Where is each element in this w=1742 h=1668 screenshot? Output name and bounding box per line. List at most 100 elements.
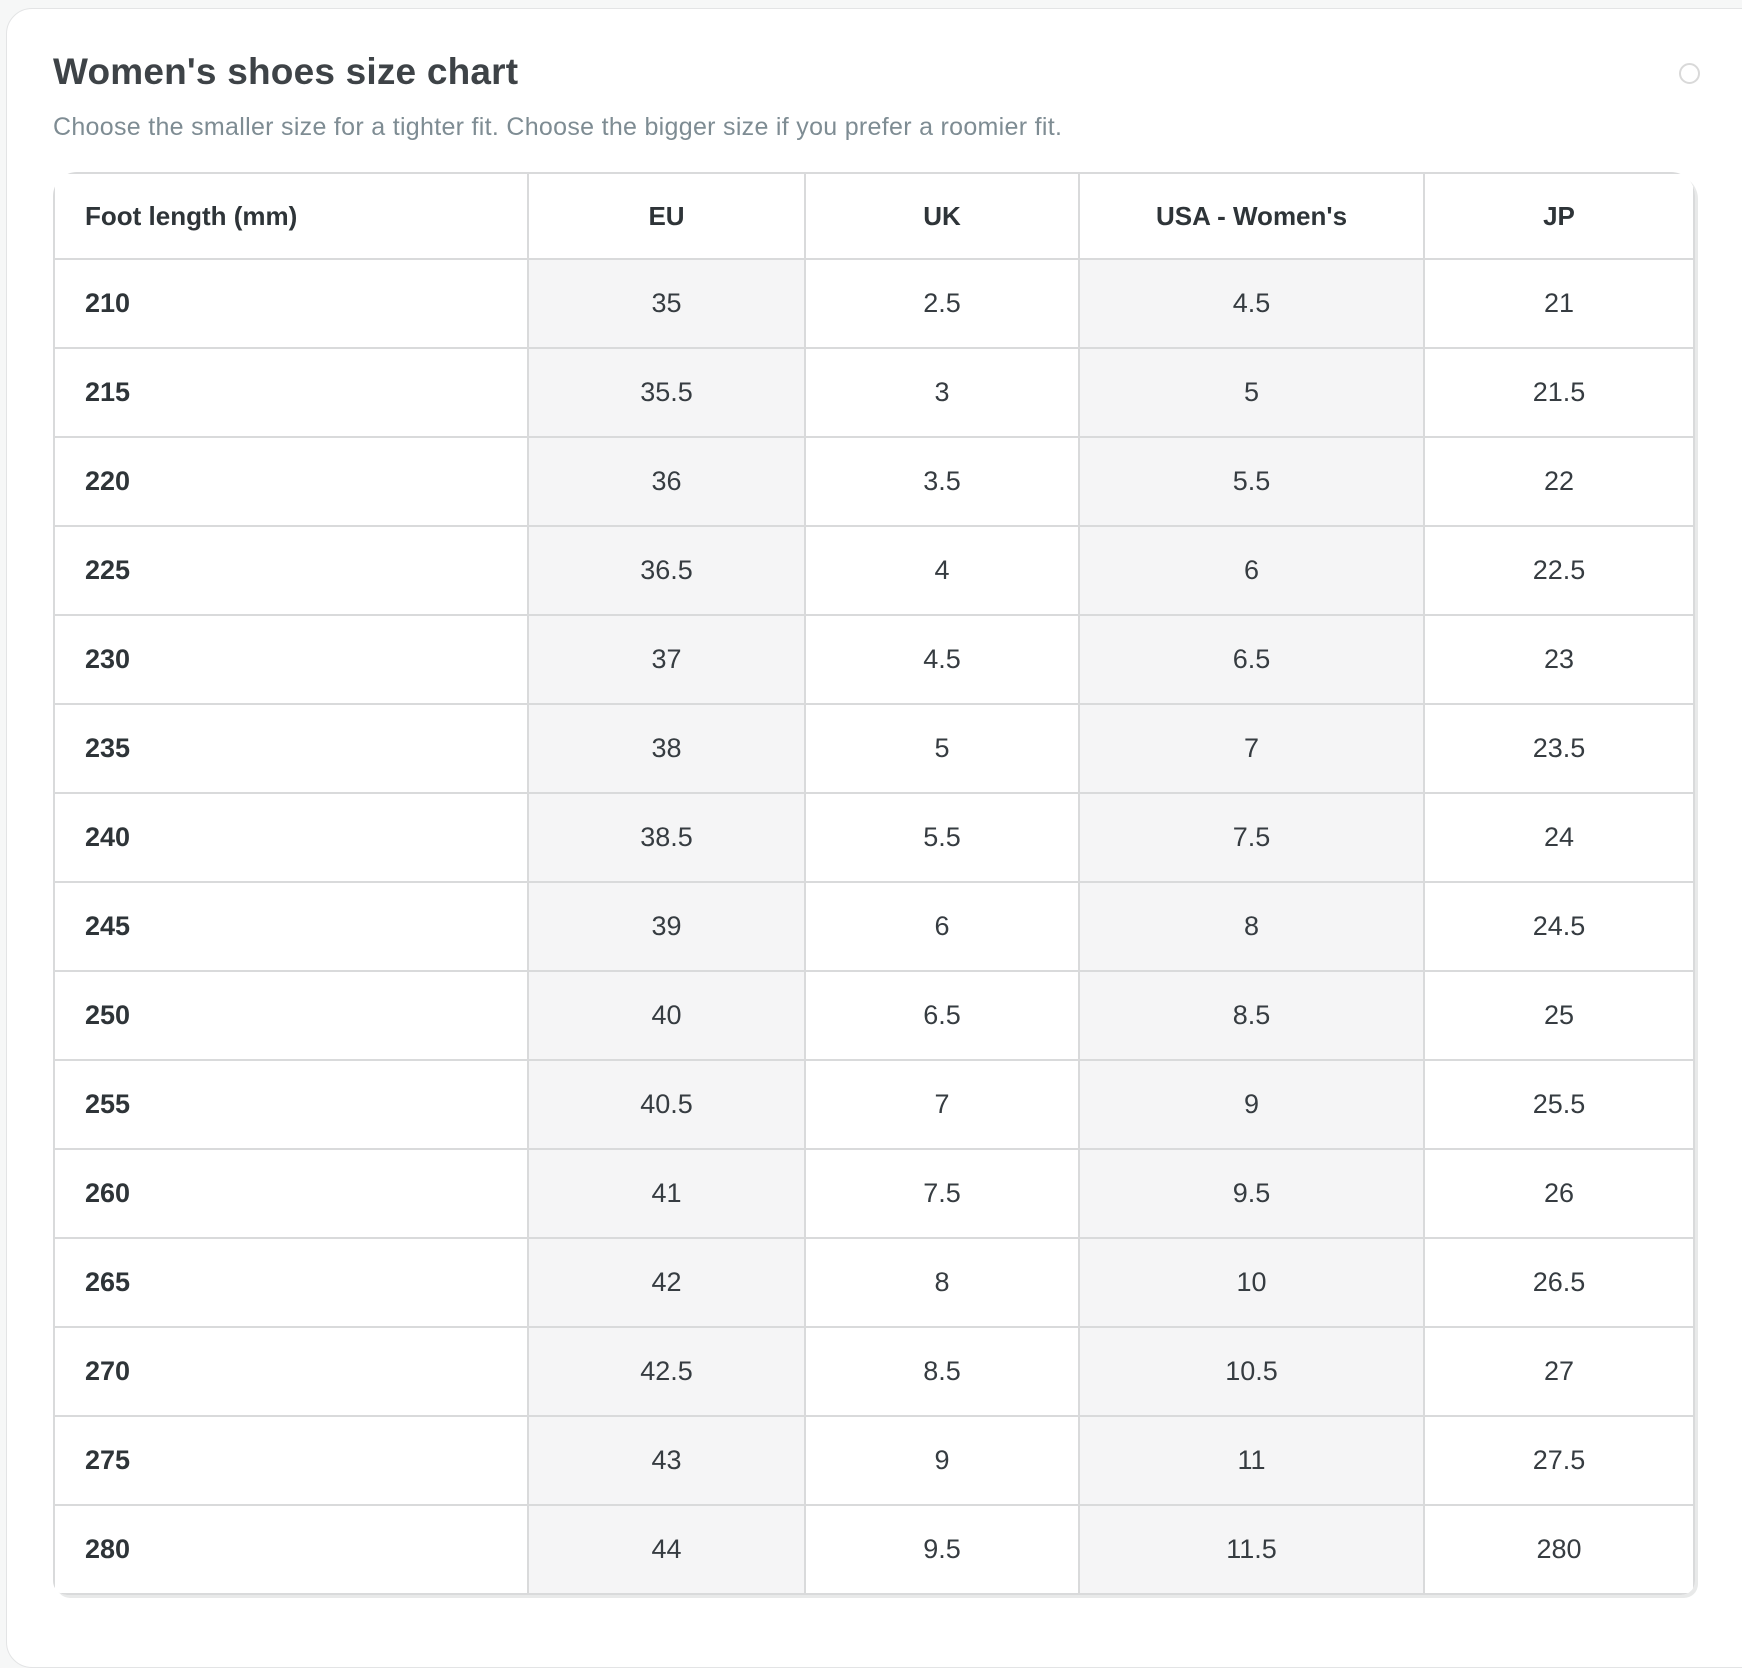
cell-230-eu: 37 [527, 614, 806, 705]
cell-225-usa-womens: 6 [1078, 525, 1425, 616]
cell-270-eu: 42.5 [527, 1326, 806, 1417]
cell-255-jp: 25.5 [1423, 1059, 1695, 1150]
cell-260-jp: 26 [1423, 1148, 1695, 1239]
cell-230-uk: 4.5 [804, 614, 1080, 705]
page-title: Women's shoes size chart [53, 51, 519, 92]
cell-255-eu: 40.5 [527, 1059, 806, 1150]
cell-250-usa-womens: 8.5 [1078, 970, 1425, 1061]
cell-240-eu: 38.5 [527, 792, 806, 883]
cell-215-jp: 21.5 [1423, 347, 1695, 438]
cell-210-eu: 35 [527, 258, 806, 349]
cell-245-foot-length: 245 [53, 881, 529, 972]
cell-220-uk: 3.5 [804, 436, 1080, 527]
cell-240-usa-womens: 7.5 [1078, 792, 1425, 883]
cell-225-eu: 36.5 [527, 525, 806, 616]
cell-255-foot-length: 255 [53, 1059, 529, 1150]
cell-235-eu: 38 [527, 703, 806, 794]
cell-260-uk: 7.5 [804, 1148, 1080, 1239]
cell-260-usa-womens: 9.5 [1078, 1148, 1425, 1239]
cell-280-uk: 9.5 [804, 1504, 1080, 1595]
cell-275-usa-womens: 11 [1078, 1415, 1425, 1506]
cell-265-usa-womens: 10 [1078, 1237, 1425, 1328]
cell-265-eu: 42 [527, 1237, 806, 1328]
column-header-jp: JP [1423, 172, 1695, 260]
cell-250-jp: 25 [1423, 970, 1695, 1061]
cell-240-foot-length: 240 [53, 792, 529, 883]
column-header-eu: EU [527, 172, 806, 260]
cell-220-foot-length: 220 [53, 436, 529, 527]
cell-220-eu: 36 [527, 436, 806, 527]
page-subtitle: Choose the smaller size for a tighter fi… [53, 113, 1063, 141]
cell-255-uk: 7 [804, 1059, 1080, 1150]
cell-270-usa-womens: 10.5 [1078, 1326, 1425, 1417]
cell-235-usa-womens: 7 [1078, 703, 1425, 794]
cell-225-foot-length: 225 [53, 525, 529, 616]
cell-215-usa-womens: 5 [1078, 347, 1425, 438]
table-row-240: 240 38.5 5.5 7.5 24 [53, 792, 1695, 883]
cell-210-foot-length: 210 [53, 258, 529, 349]
column-header-uk: UK [804, 172, 1080, 260]
column-header-usa-womens: USA - Women's [1078, 172, 1425, 260]
cell-250-foot-length: 250 [53, 970, 529, 1061]
cell-280-jp: 280 [1423, 1504, 1695, 1595]
table-row-245: 245 39 6 8 24.5 [53, 881, 1695, 972]
radio-circle-icon[interactable] [1679, 63, 1700, 84]
cell-225-jp: 22.5 [1423, 525, 1695, 616]
cell-215-foot-length: 215 [53, 347, 529, 438]
column-header-foot-length: Foot length (mm) [53, 172, 529, 260]
table-body: 210 35 2.5 4.5 21 215 35.5 3 5 21.5 220 36 3.5 5.5 22 2… [53, 258, 1695, 1595]
cell-275-jp: 27.5 [1423, 1415, 1695, 1506]
cell-260-eu: 41 [527, 1148, 806, 1239]
cell-225-uk: 4 [804, 525, 1080, 616]
cell-245-eu: 39 [527, 881, 806, 972]
cell-235-jp: 23.5 [1423, 703, 1695, 794]
table-row-220: 220 36 3.5 5.5 22 [53, 436, 1695, 527]
cell-235-foot-length: 235 [53, 703, 529, 794]
cell-265-foot-length: 265 [53, 1237, 529, 1328]
cell-275-uk: 9 [804, 1415, 1080, 1506]
cell-220-jp: 22 [1423, 436, 1695, 527]
cell-220-usa-womens: 5.5 [1078, 436, 1425, 527]
cell-230-jp: 23 [1423, 614, 1695, 705]
table-row-225: 225 36.5 4 6 22.5 [53, 525, 1695, 616]
cell-240-jp: 24 [1423, 792, 1695, 883]
cell-270-uk: 8.5 [804, 1326, 1080, 1417]
size-chart-card: Women's shoes size chart Choose the smal… [6, 8, 1742, 1668]
cell-210-usa-womens: 4.5 [1078, 258, 1425, 349]
cell-275-eu: 43 [527, 1415, 806, 1506]
cell-250-eu: 40 [527, 970, 806, 1061]
table-header: Foot length (mm) EU UK USA - Women's JP [53, 172, 1695, 260]
table-row-235: 235 38 5 7 23.5 [53, 703, 1695, 794]
cell-245-jp: 24.5 [1423, 881, 1695, 972]
table-row-210: 210 35 2.5 4.5 21 [53, 258, 1695, 349]
table-row-230: 230 37 4.5 6.5 23 [53, 614, 1695, 705]
cell-230-foot-length: 230 [53, 614, 529, 705]
size-chart-table: Foot length (mm) EU UK USA - Women's JP 210 3… [53, 172, 1695, 1595]
cell-280-foot-length: 280 [53, 1504, 529, 1595]
cell-275-foot-length: 275 [53, 1415, 529, 1506]
cell-255-usa-womens: 9 [1078, 1059, 1425, 1150]
cell-250-uk: 6.5 [804, 970, 1080, 1061]
cell-215-uk: 3 [804, 347, 1080, 438]
table-row-265: 265 42 8 10 26.5 [53, 1237, 1695, 1328]
table-header-row: Foot length (mm) EU UK USA - Women's JP [53, 172, 1695, 260]
cell-270-jp: 27 [1423, 1326, 1695, 1417]
cell-280-eu: 44 [527, 1504, 806, 1595]
cell-245-uk: 6 [804, 881, 1080, 972]
cell-265-uk: 8 [804, 1237, 1080, 1328]
cell-280-usa-womens: 11.5 [1078, 1504, 1425, 1595]
cell-270-foot-length: 270 [53, 1326, 529, 1417]
cell-235-uk: 5 [804, 703, 1080, 794]
cell-230-usa-womens: 6.5 [1078, 614, 1425, 705]
cell-210-jp: 21 [1423, 258, 1695, 349]
table-row-280: 280 44 9.5 11.5 280 [53, 1504, 1695, 1595]
cell-265-jp: 26.5 [1423, 1237, 1695, 1328]
cell-210-uk: 2.5 [804, 258, 1080, 349]
table-row-250: 250 40 6.5 8.5 25 [53, 970, 1695, 1061]
table-row-270: 270 42.5 8.5 10.5 27 [53, 1326, 1695, 1417]
cell-260-foot-length: 260 [53, 1148, 529, 1239]
table-row-215: 215 35.5 3 5 21.5 [53, 347, 1695, 438]
cell-245-usa-womens: 8 [1078, 881, 1425, 972]
table-row-260: 260 41 7.5 9.5 26 [53, 1148, 1695, 1239]
size-chart-table-container: Foot length (mm) EU UK USA - Women's JP 210 3… [53, 172, 1695, 1595]
